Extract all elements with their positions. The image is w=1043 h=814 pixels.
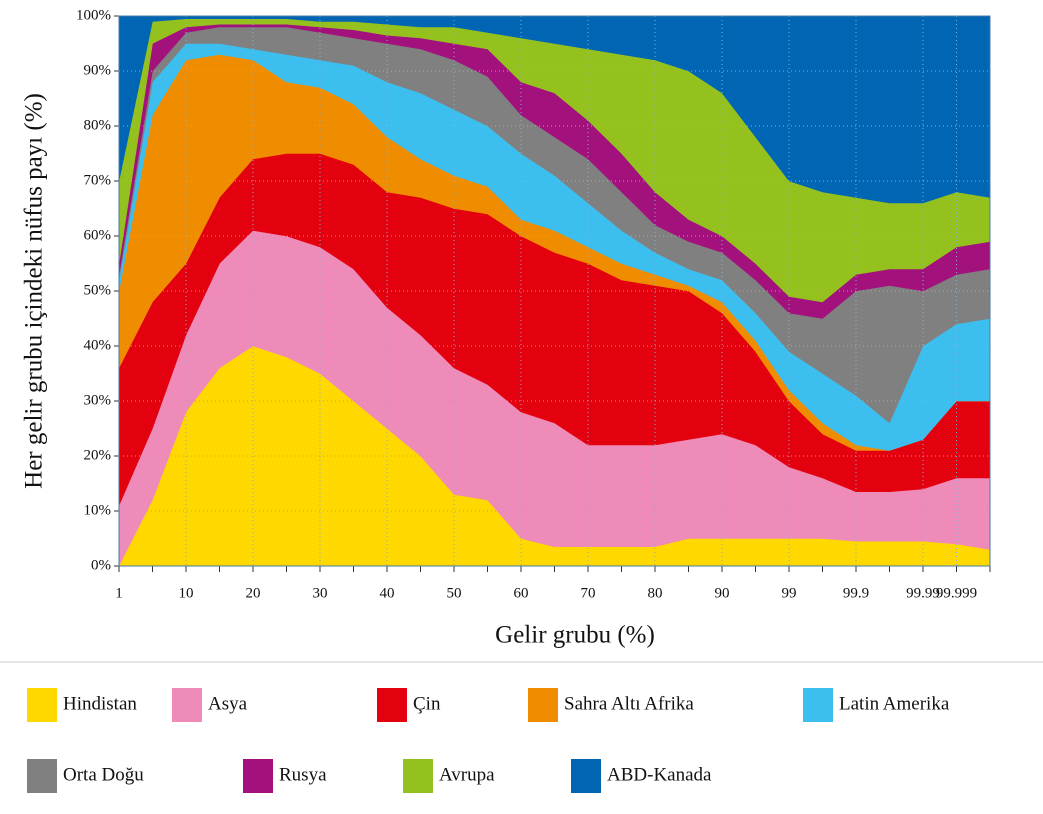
y-tick-label: 0% xyxy=(91,557,111,573)
legend-swatch xyxy=(27,688,57,722)
legend-swatch xyxy=(571,759,601,793)
x-tick-label: 50 xyxy=(447,585,462,601)
x-axis-title: Gelir grubu (%) xyxy=(495,622,655,649)
y-tick-label: 40% xyxy=(84,337,112,353)
y-tick-label: 100% xyxy=(76,7,111,23)
y-tick-label: 20% xyxy=(84,447,112,463)
x-tick-label: 20 xyxy=(246,585,261,601)
x-tick-label: 40 xyxy=(380,585,395,601)
y-tick-label: 10% xyxy=(84,502,112,518)
legend-swatch xyxy=(803,688,833,722)
x-tick-label: 60 xyxy=(514,585,529,601)
y-tick-label: 90% xyxy=(84,62,112,78)
y-tick-label: 60% xyxy=(84,227,112,243)
legend-label: Orta Doğu xyxy=(63,764,144,785)
legend-label: Çin xyxy=(413,693,441,714)
x-tick-label: 1 xyxy=(115,585,123,601)
y-tick-label: 70% xyxy=(84,172,112,188)
legend-swatch xyxy=(403,759,433,793)
legend-swatch xyxy=(377,688,407,722)
legend-swatch xyxy=(528,688,558,722)
x-tick-label: 99.999 xyxy=(936,585,977,601)
x-tick-label: 10 xyxy=(179,585,194,601)
legend-label: Rusya xyxy=(279,764,327,785)
y-tick-label: 50% xyxy=(84,282,112,298)
legend-label: Latin Amerika xyxy=(839,693,950,714)
x-tick-label: 99 xyxy=(782,585,797,601)
x-tick-label: 99.9 xyxy=(843,585,869,601)
x-tick-label: 99.99 xyxy=(906,585,940,601)
legend-swatch xyxy=(172,688,202,722)
y-tick-label: 80% xyxy=(84,117,112,133)
legend-label: Avrupa xyxy=(439,764,495,785)
legend-label: Sahra Altı Afrika xyxy=(564,693,694,714)
x-tick-label: 30 xyxy=(313,585,328,601)
legend-label: Hindistan xyxy=(63,693,137,714)
x-tick-label: 70 xyxy=(581,585,596,601)
legend-label: ABD-Kanada xyxy=(607,764,712,785)
legend-swatch xyxy=(27,759,57,793)
x-tick-label: 90 xyxy=(715,585,730,601)
legend-label: Asya xyxy=(208,693,248,714)
legend-swatch xyxy=(243,759,273,793)
x-tick-label: 80 xyxy=(648,585,663,601)
y-axis-title: Her gelir grubu içindeki nüfus payı (%) xyxy=(21,93,48,489)
plot-frame xyxy=(118,15,991,567)
y-tick-label: 30% xyxy=(84,392,112,408)
